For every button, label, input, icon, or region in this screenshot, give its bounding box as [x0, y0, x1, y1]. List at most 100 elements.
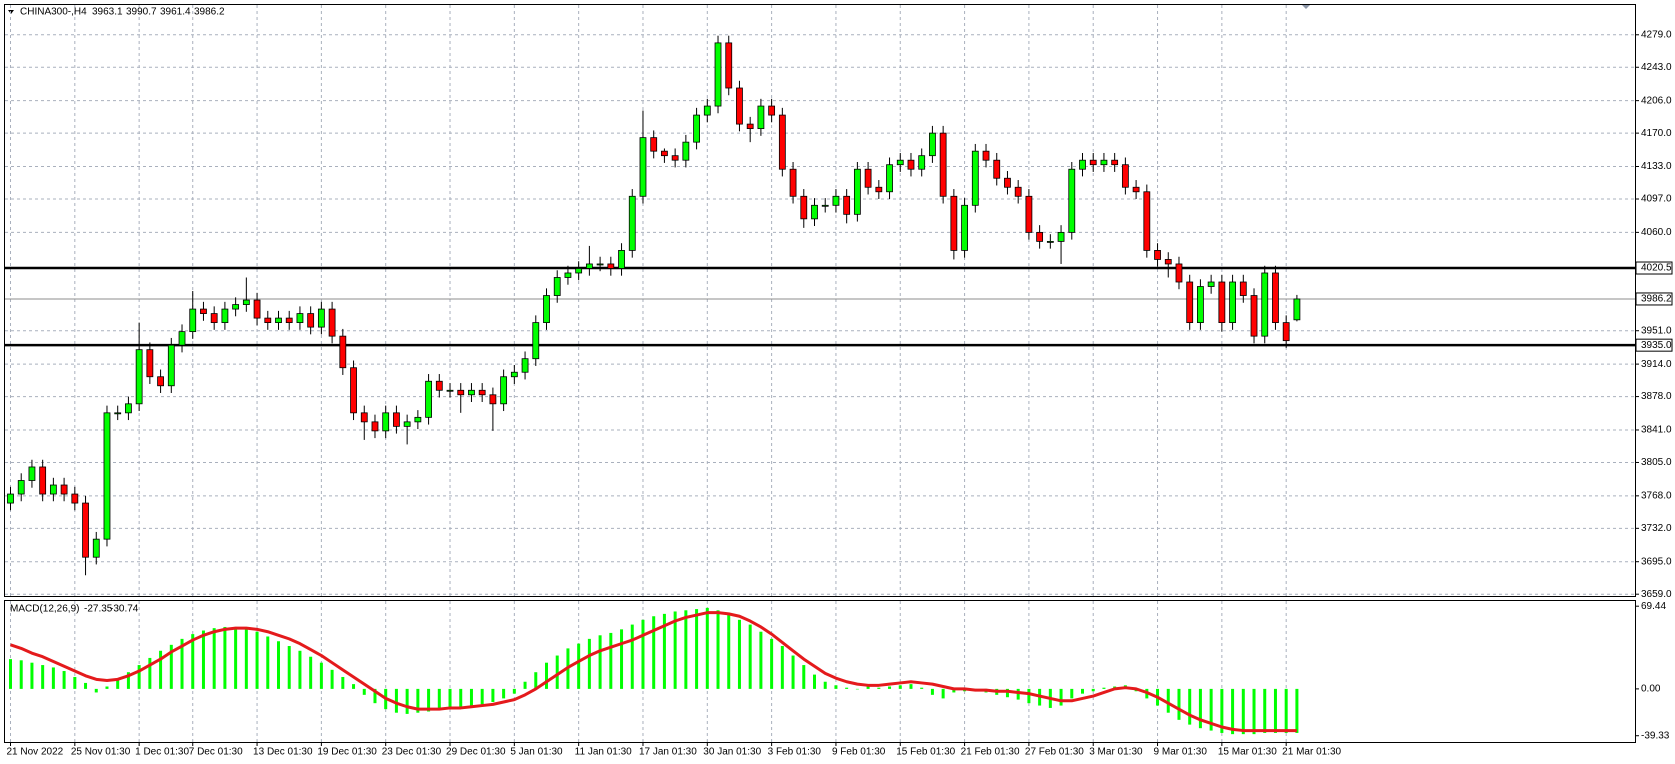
- macd-bar: [277, 641, 280, 689]
- macd-bar: [126, 672, 130, 689]
- candle-body: [585, 263, 593, 269]
- candle-body: [661, 150, 668, 157]
- macd-bar: [191, 634, 195, 689]
- candle-body: [971, 150, 979, 206]
- macd-bar: [180, 638, 184, 689]
- candle-body: [736, 87, 743, 125]
- candle-body: [1046, 240, 1054, 243]
- header-close: 3986.2: [194, 7, 225, 18]
- candle-body: [189, 308, 197, 333]
- candle-body: [435, 380, 443, 391]
- candle-body: [446, 389, 454, 392]
- candle-body: [693, 114, 700, 143]
- bid-label: 3986.2: [1641, 294, 1672, 305]
- candle-body: [821, 204, 829, 207]
- symbol-label: CHINA300-,H4: [20, 7, 87, 18]
- macd-title: MACD(12,26,9): [10, 604, 79, 615]
- x-tick-label: 9 Mar 01:30: [1154, 747, 1208, 758]
- x-tick-label: 29 Dec 01:30: [446, 747, 506, 758]
- macd-bar: [909, 684, 913, 689]
- x-tick-label: 3 Feb 01:30: [768, 747, 822, 758]
- level-label: 4020.5: [1641, 263, 1672, 274]
- macd-bar: [920, 687, 924, 689]
- bid-label-box: [1635, 292, 1673, 306]
- candle-body: [725, 42, 733, 89]
- macd-pane-frame: [4, 600, 1636, 743]
- macd-bar: [1091, 688, 1095, 692]
- x-tick-label: 21 Mar 01:30: [1282, 747, 1341, 758]
- macd-bar: [545, 662, 548, 689]
- y-tick-label: 0.00: [1641, 684, 1661, 695]
- level-label: 3935.0: [1641, 340, 1672, 351]
- macd-bar: [41, 665, 45, 689]
- candle-body: [575, 268, 583, 274]
- candle-body: [929, 132, 936, 157]
- candle-body: [393, 412, 400, 427]
- x-tick-label: 3 Mar 01:30: [1089, 747, 1143, 758]
- candle-body: [1229, 281, 1236, 324]
- macd-bar: [212, 628, 216, 689]
- y-tick-label: 4170.0: [1641, 128, 1672, 139]
- candle-body: [1089, 159, 1097, 166]
- candle-body: [1175, 263, 1183, 283]
- x-tick-label: 13 Dec 01:30: [253, 747, 313, 758]
- macd-bar: [341, 676, 345, 689]
- candle-body: [703, 105, 711, 116]
- macd-bar: [105, 686, 109, 689]
- candle-body: [1261, 272, 1269, 337]
- macd-bar: [748, 624, 752, 689]
- x-tick-label: 15 Feb 01:30: [896, 747, 955, 758]
- y-tick-label: 3878.0: [1641, 391, 1672, 402]
- y-tick-label: 3914.0: [1641, 359, 1672, 370]
- macd-bar: [1016, 688, 1020, 700]
- y-tick-label: 4097.0: [1641, 194, 1672, 205]
- macd-bar: [834, 685, 838, 689]
- candle-body: [843, 195, 851, 215]
- candle-body: [28, 466, 36, 481]
- macd-bar: [898, 685, 902, 689]
- x-tick-label: 25 Nov 01:30: [71, 747, 131, 758]
- candle-body: [639, 137, 647, 197]
- candle-body: [328, 308, 336, 337]
- macd-bar: [352, 684, 356, 689]
- candle-body: [1014, 186, 1022, 197]
- candle-body: [832, 195, 840, 206]
- candle-body: [896, 159, 904, 166]
- candle-body: [382, 412, 390, 432]
- candle-body: [275, 317, 282, 324]
- candle-body: [907, 159, 915, 170]
- candle-body: [103, 412, 111, 540]
- macd-bar: [1166, 688, 1170, 713]
- x-tick-label: 7 Dec 01:30: [189, 747, 243, 758]
- y-tick-label: 69.44: [1641, 601, 1666, 612]
- candle-body: [489, 394, 497, 405]
- candle-body: [253, 299, 261, 319]
- macd-bar: [1059, 688, 1063, 706]
- x-tick-label: 30 Jan 01:30: [703, 747, 761, 758]
- candle-body: [564, 272, 572, 278]
- macd-main-value: -27.35: [84, 604, 113, 615]
- candle-body: [478, 389, 486, 396]
- macd-bar: [427, 688, 431, 712]
- macd-bar: [19, 660, 23, 689]
- candle-body: [242, 299, 250, 305]
- candle-body: [500, 376, 508, 405]
- candle-body: [918, 155, 926, 170]
- macd-bar: [684, 610, 688, 689]
- candles: [7, 35, 1301, 576]
- macd-bar: [1188, 688, 1192, 725]
- macd-bar: [394, 688, 398, 713]
- shift-marker: [1302, 5, 1310, 9]
- y-tick-label: 4243.0: [1641, 62, 1672, 73]
- macd-bar: [1241, 688, 1245, 735]
- candle-body: [114, 412, 122, 415]
- candle-body: [982, 150, 990, 161]
- candle-body: [543, 295, 550, 324]
- x-tick-label: 19 Dec 01:30: [317, 747, 377, 758]
- candle-body: [1079, 159, 1086, 170]
- x-tick-label: 23 Dec 01:30: [382, 747, 442, 758]
- macd-bar: [555, 655, 559, 689]
- macd-bar: [319, 662, 323, 689]
- candle-body: [1239, 281, 1247, 296]
- macd-bar: [620, 629, 624, 689]
